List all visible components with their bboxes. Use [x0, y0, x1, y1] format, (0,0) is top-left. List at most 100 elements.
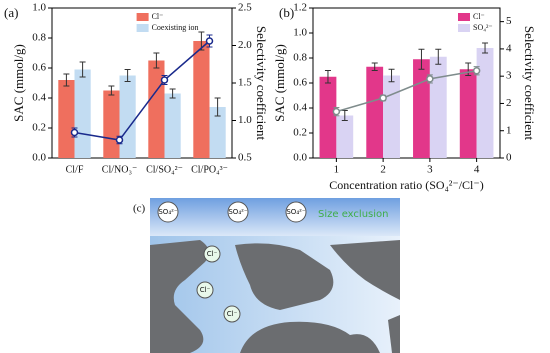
legend-swatch [458, 24, 470, 32]
bar [366, 66, 384, 158]
y-tick-label: 0.8 [32, 32, 46, 44]
ion: SO₄²⁻ [157, 201, 179, 223]
bar [413, 59, 430, 158]
y-tick-label: 0.2 [32, 122, 46, 134]
y-tick-label: 0.6 [293, 77, 307, 89]
bar [74, 69, 91, 158]
point [205, 37, 214, 45]
ion-label: SO₄²⁻ [286, 208, 306, 216]
legend-swatch [136, 24, 149, 32]
pore-wall [330, 240, 400, 300]
y-tick-label: 0.0 [293, 152, 307, 164]
error-bar [63, 73, 70, 87]
error-bar [435, 48, 442, 65]
point [332, 107, 341, 116]
point [160, 76, 169, 84]
x-axis-label: Concentration ratio (SO₄²⁻/Cl⁻) [329, 178, 483, 192]
bar [193, 41, 210, 158]
x-tick-label: Cl/PO₄³⁻ [191, 164, 228, 175]
ion: Cl⁻ [223, 305, 241, 323]
error-bar [214, 97, 221, 117]
ion-label: Cl⁻ [207, 250, 218, 258]
y2-tick-label: 2.0 [238, 39, 252, 51]
y-tick-label: 1.0 [293, 27, 307, 39]
panel-label: (a) [4, 5, 18, 20]
y2-tick-label: 2.5 [238, 2, 252, 14]
y2-tick-label: 5 [506, 15, 512, 27]
x-tick-label: 4 [474, 164, 480, 176]
ion-label: SO₄²⁻ [228, 208, 248, 216]
error-bar [324, 70, 331, 84]
bar [209, 107, 226, 158]
ion-label: Cl⁻ [227, 310, 238, 318]
error-bar [418, 48, 425, 70]
y2-tick-label: 0 [506, 152, 512, 164]
legend-label: SO₄²⁻ [473, 23, 493, 32]
y2-tick-label: 0.5 [238, 152, 252, 164]
point [472, 66, 481, 75]
pore-wall [240, 321, 380, 353]
y2-tick-label: 2 [506, 97, 512, 109]
y-tick-label: 1.0 [32, 2, 46, 14]
ion: SO₄²⁻ [285, 201, 307, 223]
pore-wall [235, 243, 334, 310]
y2-axis-label: Selectivity coefficient [522, 26, 537, 141]
y-axis-label: SAC (mmol/g) [272, 44, 287, 122]
y-axis-label: SAC (mmol/g) [11, 44, 26, 122]
ion: SO₄²⁻ [227, 201, 249, 223]
error-bar [153, 52, 160, 69]
legend-swatch [136, 13, 149, 21]
error-bar [465, 62, 472, 76]
y2-axis-label: Selectivity coefficient [254, 26, 269, 141]
illustration: (c) SO₄²⁻ SO₄²⁻ SO₄²⁻ Size exclusion Cl⁻… [133, 198, 400, 353]
error-bar [108, 85, 115, 96]
legend-label: Cl⁻ [473, 12, 485, 21]
y-tick-label: 0.4 [32, 92, 46, 104]
point [70, 128, 79, 137]
x-tick-label: Cl/NO₃⁻ [102, 164, 137, 175]
x-tick-label: 3 [427, 164, 433, 176]
bar [119, 75, 136, 158]
bar [103, 90, 120, 158]
caption: Size exclusion [318, 209, 388, 220]
legend-label: Coexisting ion [152, 23, 199, 32]
bar [476, 48, 494, 158]
y2-tick-label: 1 [506, 124, 512, 136]
error-bar [124, 69, 131, 82]
point [379, 94, 387, 102]
error-bar [388, 68, 395, 83]
bar [383, 75, 400, 158]
ion: Cl⁻ [196, 281, 214, 299]
x-tick-label: Cl/SO₄²⁻ [146, 164, 183, 175]
bar [459, 69, 477, 158]
ion-label: Cl⁻ [200, 286, 211, 294]
top-band [150, 198, 400, 236]
y-tick-label: 0.2 [293, 127, 307, 139]
error-bar [482, 42, 489, 54]
y2-tick-label: 1.0 [238, 114, 252, 126]
error-bar [79, 61, 86, 78]
x-tick-label: 2 [380, 164, 386, 176]
y2-tick-label: 4 [506, 42, 512, 54]
y-tick-label: 0.6 [32, 62, 46, 74]
bar [429, 56, 447, 158]
y-tick-label: 0.0 [32, 152, 46, 164]
x-tick-label: 1 [334, 164, 340, 176]
legend-label: Cl⁻ [152, 12, 164, 21]
error-bar [371, 62, 378, 71]
y-tick-label: 0.8 [293, 52, 307, 64]
ion-label: SO₄²⁻ [158, 208, 178, 216]
x-tick-label: Cl/F [66, 164, 84, 175]
point [426, 75, 434, 83]
bar [58, 80, 75, 158]
bar [164, 93, 181, 158]
legend-swatch [458, 13, 470, 21]
line [74, 40, 210, 141]
ion: Cl⁻ [203, 245, 221, 263]
error-bar [169, 88, 176, 99]
bar [319, 76, 337, 158]
bar [336, 115, 354, 158]
y-tick-label: 0.4 [293, 102, 307, 114]
panel-label: (c) [133, 203, 146, 215]
